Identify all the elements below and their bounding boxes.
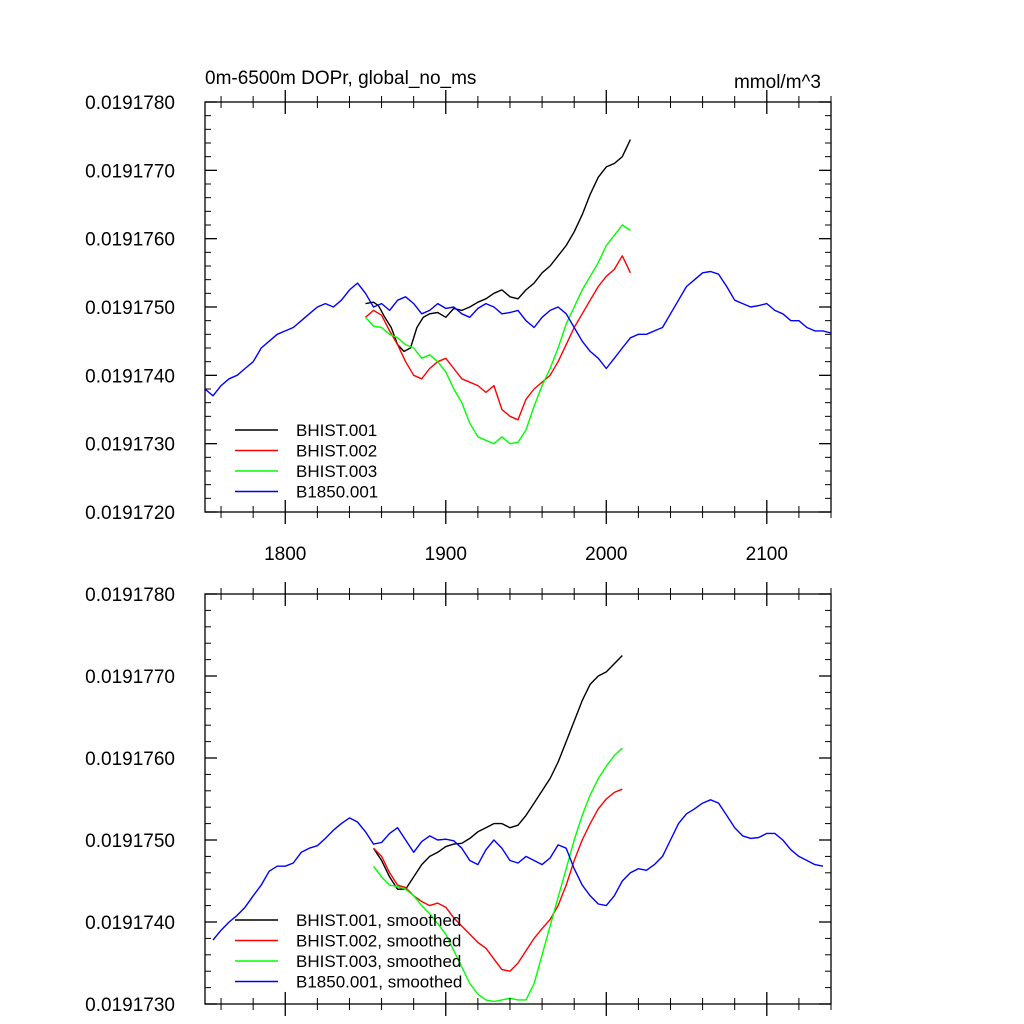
top-tick-labels-group: 0.0191720 0.0191730 0.0191740 0.0191750 0.01… — [85, 93, 788, 565]
bot-y-tick-label: 0.0191740 — [85, 913, 175, 934]
bot-series-line-1 — [372, 655, 623, 890]
top-series-group — [204, 139, 832, 445]
bot-legend-label: BHIST.001, smoothed — [296, 911, 461, 930]
top-panel: 0m-6500m DOPr, global_no_ms mmol/m^3 0.0… — [85, 68, 832, 565]
bot-y-tick-label: 0.0191760 — [85, 749, 175, 770]
top-y-tick-label: 0.0191730 — [85, 435, 175, 456]
top-series-line-4 — [204, 270, 832, 397]
top-x-tick-label: 2100 — [746, 544, 788, 565]
top-y-tick-label: 0.0191770 — [85, 161, 175, 182]
bot-y-tick-label: 0.0191780 — [85, 585, 175, 606]
bottom-series-group — [212, 655, 824, 1003]
bot-legend-label: BHIST.002, smoothed — [296, 932, 461, 951]
top-series-line-3 — [364, 224, 631, 445]
top-chart-units: mmol/m^3 — [734, 72, 821, 93]
top-plot-frame — [204, 101, 832, 513]
bot-legend-label: B1850.001, smoothed — [296, 973, 462, 992]
bot-series-line-4 — [212, 799, 824, 941]
top-x-tick-label: 2000 — [585, 544, 627, 565]
top-chart-title: 0m-6500m DOPr, global_no_ms — [205, 68, 476, 89]
bot-series-line-3 — [372, 747, 623, 1003]
bottom-legend: BHIST.001, smoothed BHIST.002, smoothedBH… — [235, 911, 462, 992]
top-legend-label: B1850.001 — [296, 483, 378, 502]
bottom-tick-labels-group: 0.0191730 0.0191740 0.0191750 0.0191760 0.01… — [85, 585, 175, 1016]
top-x-tick-label: 1800 — [264, 544, 306, 565]
top-x-tick-label: 1900 — [425, 544, 467, 565]
top-y-tick-label: 0.0191780 — [85, 93, 175, 114]
bot-legend-label: BHIST.003, smoothed — [296, 952, 461, 971]
bottom-panel: 0.0191730 0.0191740 0.0191750 0.0191760 0.01… — [85, 582, 832, 1016]
bottom-ticks-group — [205, 582, 832, 1016]
top-y-tick-label: 0.0191720 — [85, 503, 175, 524]
top-series-line-2 — [365, 255, 632, 421]
top-y-tick-label: 0.0191760 — [85, 230, 175, 251]
bot-y-tick-label: 0.0191770 — [85, 667, 175, 688]
bot-y-tick-label: 0.0191730 — [85, 995, 175, 1016]
top-series-line-1 — [365, 139, 632, 353]
bot-y-tick-label: 0.0191750 — [85, 831, 175, 852]
top-legend-label: BHIST.003 — [296, 462, 377, 481]
top-y-tick-label: 0.0191750 — [85, 298, 175, 319]
top-legend-label: BHIST.001 — [296, 421, 377, 440]
bottom-plot-frame — [204, 593, 832, 1005]
top-y-tick-label: 0.0191740 — [85, 366, 175, 387]
top-legend-label: BHIST.002 — [296, 442, 377, 461]
